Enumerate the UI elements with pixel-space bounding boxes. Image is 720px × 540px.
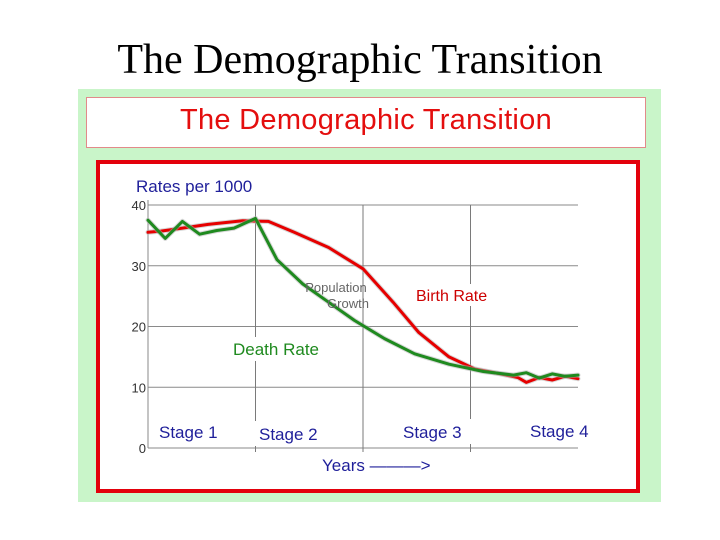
stage-2-box — [253, 421, 333, 446]
y-tick-label-0: 0 — [139, 441, 146, 456]
y-tick-label-30: 30 — [132, 259, 146, 274]
stage-1-box — [153, 419, 233, 444]
annotation-birth-rate: Birth Rate — [416, 288, 487, 305]
annotation-population-growth-line2: Growth — [327, 296, 369, 311]
birth-rate-label-box — [412, 284, 514, 306]
chart-title-box: The Demographic Transition — [86, 97, 646, 148]
stage-2-label: Stage 2 — [259, 425, 318, 444]
y-tick-label-20: 20 — [132, 320, 146, 335]
chart-labels: Rates per 1000 Population Growth Birth R… — [131, 175, 607, 479]
y-tick-labels: 0 10 20 30 40 — [132, 198, 146, 456]
annotation-death-rate: Death Rate — [233, 340, 319, 359]
stage-1-label: Stage 1 — [159, 423, 218, 442]
x-axis-label: Years ———> — [322, 456, 431, 475]
annotation-population-growth-line1: Population — [305, 280, 366, 295]
chart-title: The Demographic Transition — [179, 104, 553, 136]
series-lines — [145, 215, 581, 385]
ylabel-box — [131, 175, 288, 198]
slide-title: The Demographic Transition — [117, 37, 603, 83]
stage-3-label: Stage 3 — [403, 423, 462, 442]
y-tick-label-40: 40 — [132, 198, 146, 213]
stage-3-box — [397, 419, 477, 444]
stage-4-label: Stage 4 — [530, 422, 589, 441]
death-rate-line — [146, 216, 580, 380]
death-rate-label-box — [226, 337, 340, 361]
y-tick-label-10: 10 — [132, 380, 146, 395]
y-axis-label: Rates per 1000 — [136, 177, 252, 196]
stage-4-box — [525, 418, 607, 443]
x-axis-label-box — [281, 453, 513, 479]
